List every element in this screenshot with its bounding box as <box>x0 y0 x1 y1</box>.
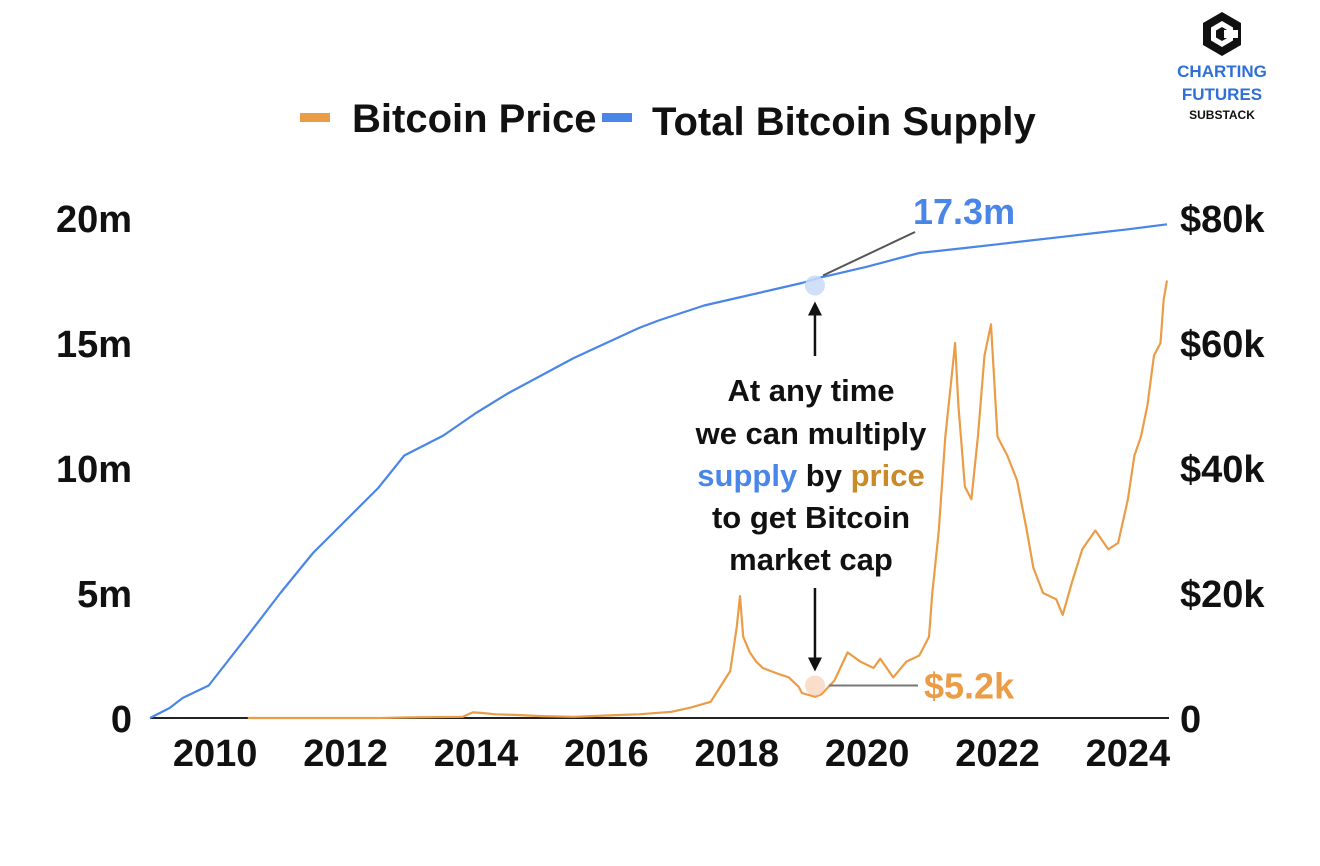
x-tick-label: 2024 <box>1086 733 1171 775</box>
legend: Bitcoin Price Total Bitcoin Supply <box>300 97 1036 144</box>
supply-callout-line <box>822 231 916 277</box>
y-right-tick-label: $80k <box>1180 199 1265 241</box>
x-axis: 2010 2012 2014 2016 2018 2020 2022 2024 <box>173 733 1170 775</box>
charting-futures-hex-logo-icon <box>1203 12 1241 56</box>
x-tick-label: 2020 <box>825 733 910 775</box>
y-left-tick-label: 10m <box>56 449 132 491</box>
legend-label-price: Bitcoin Price <box>352 97 597 141</box>
y-left-tick-label: 15m <box>56 324 132 366</box>
supply-callout-label: 17.3m <box>913 191 1015 232</box>
note-line-1: At any time <box>727 373 894 408</box>
note-line-2: we can multiply <box>695 416 928 451</box>
brand-logo: CHARTING FUTURES SUBSTACK <box>1177 12 1267 122</box>
annotations: 17.3m $5.2k At any time we can multiply … <box>695 191 1016 707</box>
note-line-5: market cap <box>729 542 893 577</box>
brand-subline: SUBSTACK <box>1189 108 1255 122</box>
brand-name-line2: FUTURES <box>1182 85 1262 104</box>
x-tick-label: 2014 <box>434 733 519 775</box>
note-by-word: by <box>797 458 850 493</box>
legend-label-supply: Total Bitcoin Supply <box>652 100 1036 144</box>
x-tick-label: 2016 <box>564 733 649 775</box>
x-tick-label: 2022 <box>955 733 1040 775</box>
note-line-4: to get Bitcoin <box>712 500 910 535</box>
note-line-3: supply by price <box>697 458 924 493</box>
legend-swatch-supply <box>602 113 632 122</box>
note-price-word: price <box>851 458 925 493</box>
arrow-up-head-icon <box>807 301 822 316</box>
y-axis-right: 0 $20k $40k $60k $80k <box>1180 199 1265 741</box>
arrow-down-head-icon <box>807 657 822 672</box>
y-left-tick-label: 20m <box>56 199 132 241</box>
y-left-tick-label: 5m <box>77 574 132 616</box>
y-right-tick-label: 0 <box>1180 699 1201 741</box>
x-tick-label: 2012 <box>303 733 388 775</box>
legend-swatch-price <box>300 113 330 122</box>
y-right-tick-label: $40k <box>1180 449 1265 491</box>
supply-series-line <box>149 223 1168 719</box>
y-axis-left: 0 5m 10m 15m 20m <box>56 199 132 741</box>
supply-marker <box>804 275 825 296</box>
note-supply-word: supply <box>697 458 798 493</box>
x-tick-label: 2010 <box>173 733 258 775</box>
y-right-tick-label: $20k <box>1180 574 1265 616</box>
x-tick-label: 2018 <box>694 733 779 775</box>
y-left-tick-label: 0 <box>111 699 132 741</box>
price-marker <box>804 675 825 696</box>
price-callout-label: $5.2k <box>924 666 1015 707</box>
brand-name-line1: CHARTING <box>1177 62 1267 81</box>
price-series-line <box>247 280 1169 720</box>
y-right-tick-label: $60k <box>1180 324 1265 366</box>
